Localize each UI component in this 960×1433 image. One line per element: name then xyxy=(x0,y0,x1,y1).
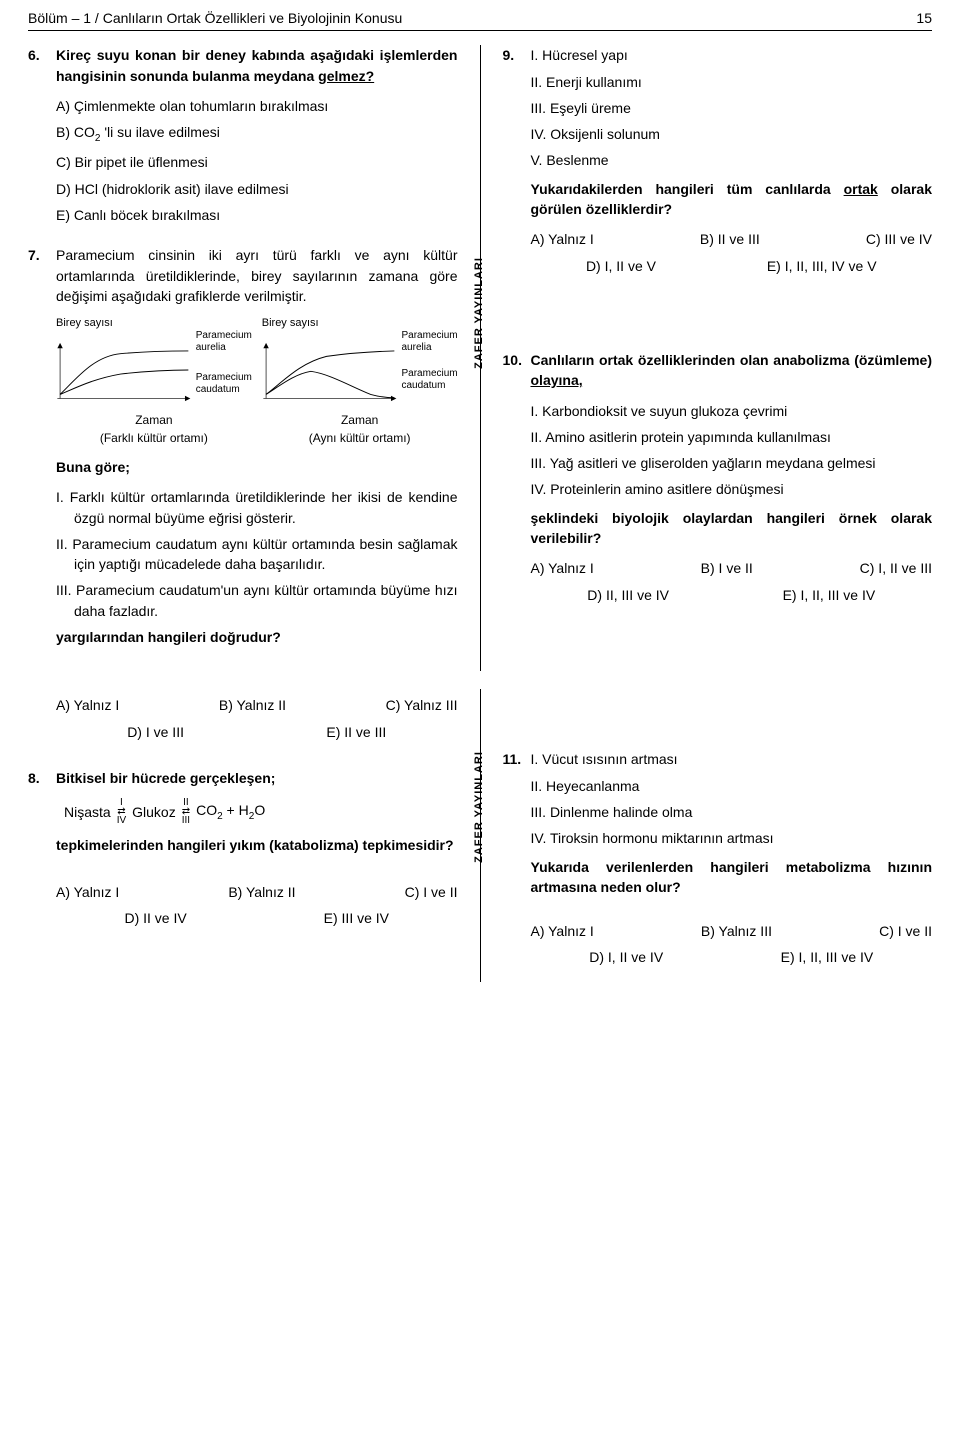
q11-number: 11. xyxy=(503,749,531,967)
q7-ii: II. Paramecium caudatum aynı kültür orta… xyxy=(56,534,458,575)
q6-opt-a[interactable]: A) Çimlenmekte olan tohumların bırakılma… xyxy=(56,96,458,116)
q7-subhead: Buna göre; xyxy=(56,457,458,477)
q8-opt-b[interactable]: B) Yalnız II xyxy=(228,882,295,902)
q9-opt-a[interactable]: A) Yalnız I xyxy=(531,229,594,249)
q6-number: 6. xyxy=(28,45,56,231)
q8-stem: Bitkisel bir hücrede gerçekleşen; xyxy=(56,768,458,788)
q9-opt-d[interactable]: D) I, II ve V xyxy=(586,256,656,276)
q9-opt-e[interactable]: E) I, II, III, IV ve V xyxy=(767,256,877,276)
q10-opt-e[interactable]: E) I, II, III ve IV xyxy=(783,585,876,605)
q6-opt-e[interactable]: E) Canlı böcek bırakılması xyxy=(56,205,458,225)
q11-ii: II. Heyecanlanma xyxy=(531,776,933,796)
q9-opt-c[interactable]: C) III ve IV xyxy=(866,229,932,249)
q8-tail: tepkimelerinden hangileri yıkım (katabol… xyxy=(56,835,458,855)
q7-iii: III. Paramecium caudatum'un aynı kültür … xyxy=(56,580,458,621)
q10-opt-a[interactable]: A) Yalnız I xyxy=(531,558,594,578)
q6-stem: Kireç suyu konan bir deney kabında aşağı… xyxy=(56,45,458,86)
q11-i: I. Vücut ısısının artması xyxy=(531,749,933,769)
q11-opt-a[interactable]: A) Yalnız I xyxy=(531,921,594,941)
q6-opt-b[interactable]: B) CO2 'li su ilave edilmesi xyxy=(56,122,458,146)
q11-iv: IV. Tiroksin hormonu miktarının artması xyxy=(531,828,933,848)
q10-tail: şeklindeki biyolojik olaylardan hangiler… xyxy=(531,508,933,549)
q10-iv: IV. Proteinlerin amino asitlere dönüşmes… xyxy=(531,479,933,499)
q10-opt-d[interactable]: D) II, III ve IV xyxy=(587,585,669,605)
watermark-1: ZAFER YAYINLARI xyxy=(472,257,488,369)
q11-opt-c[interactable]: C) I ve II xyxy=(879,921,932,941)
q10-opt-c[interactable]: C) I, II ve III xyxy=(860,558,932,578)
q10-opt-b[interactable]: B) I ve II xyxy=(701,558,753,578)
q7-i: I. Farklı kültür ortamlarında üretildikl… xyxy=(56,487,458,528)
q7-chart-1: Birey sayısı xyxy=(56,316,252,447)
q8-reaction: Nişasta I⇄IV Glukoz II⇄III CO2 + H2O xyxy=(64,798,458,825)
q8-opt-c[interactable]: C) I ve II xyxy=(405,882,458,902)
q7-number: 7. xyxy=(28,245,56,657)
watermark-2: ZAFER YAYINLARI xyxy=(472,751,488,863)
q7-opt-b[interactable]: B) Yalnız II xyxy=(219,695,286,715)
q9-ii: II. Enerji kullanımı xyxy=(531,72,933,92)
q9-i: I. Hücresel yapı xyxy=(531,45,933,65)
q10-stem: Canlıların ortak özelliklerinden olan an… xyxy=(531,350,933,391)
q11-opt-d[interactable]: D) I, II ve IV xyxy=(589,947,663,967)
q11-iii: III. Dinlenme halinde olma xyxy=(531,802,933,822)
q7-opt-d[interactable]: D) I ve III xyxy=(127,722,184,742)
q10-iii: III. Yağ asitleri ve gliserolden yağları… xyxy=(531,453,933,473)
q8-opt-e[interactable]: E) III ve IV xyxy=(324,908,389,928)
q8-opt-d[interactable]: D) II ve IV xyxy=(124,908,186,928)
q10-number: 10. xyxy=(503,350,531,605)
q9-v: V. Beslenme xyxy=(531,150,933,170)
q9-iv: IV. Oksijenli solunum xyxy=(531,124,933,144)
q11-opt-b[interactable]: B) Yalnız III xyxy=(701,921,772,941)
q9-opt-b[interactable]: B) II ve III xyxy=(700,229,760,249)
q6-opt-d[interactable]: D) HCl (hidroklorik asit) ilave edilmesi xyxy=(56,179,458,199)
q10-ii: II. Amino asitlerin protein yapımında ku… xyxy=(531,427,933,447)
chapter-title: Bölüm – 1 / Canlıların Ortak Özellikleri… xyxy=(28,8,402,28)
q7-opt-a[interactable]: A) Yalnız I xyxy=(56,695,119,715)
q7-stem: Paramecium cinsinin iki ayrı türü farklı… xyxy=(56,245,458,306)
page-number: 15 xyxy=(916,8,932,28)
q6-opt-c[interactable]: C) Bir pipet ile üflenmesi xyxy=(56,152,458,172)
q7-tail: yargılarından hangileri doğrudur? xyxy=(56,627,458,647)
q11-opt-e[interactable]: E) I, II, III ve IV xyxy=(781,947,874,967)
q7-opt-c[interactable]: C) Yalnız III xyxy=(386,695,458,715)
q7-opt-e[interactable]: E) II ve III xyxy=(326,722,386,742)
q8-number: 8. xyxy=(28,768,56,928)
q10-i: I. Karbondioksit ve suyun glukoza çevrim… xyxy=(531,401,933,421)
q9-number: 9. xyxy=(503,45,531,276)
q8-opt-a[interactable]: A) Yalnız I xyxy=(56,882,119,902)
q11-tail: Yukarıda verilenlerden hangileri metabol… xyxy=(531,857,933,898)
q9-tail: Yukarıdakilerden hangileri tüm canlılard… xyxy=(531,179,933,220)
q9-iii: III. Eşeyli üreme xyxy=(531,98,933,118)
q7-chart-2: Birey sayısı xyxy=(262,316,458,447)
